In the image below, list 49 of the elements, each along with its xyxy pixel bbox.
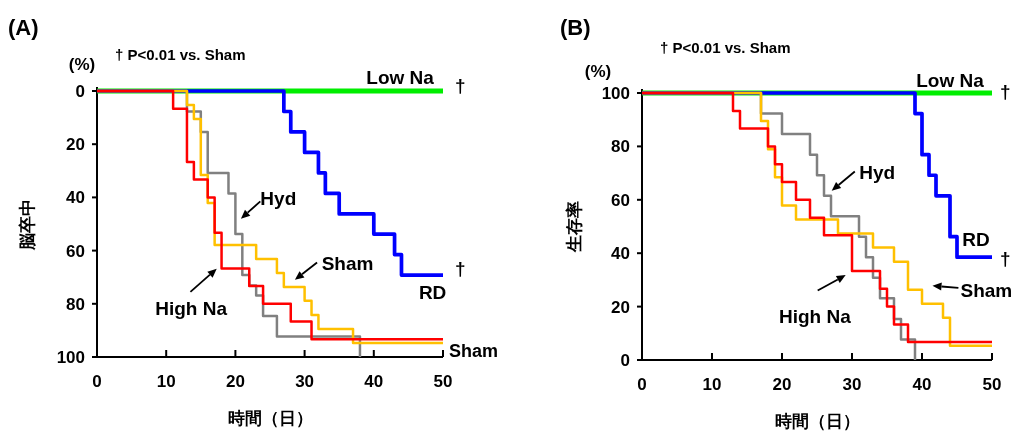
chart-title: (A)	[8, 15, 39, 40]
chart-subtitle: † P<0.01 vs. Sham	[115, 46, 246, 63]
series-label: High Na	[779, 306, 852, 328]
y-tick-label: 40	[66, 188, 85, 208]
y-tick-label: 40	[611, 244, 630, 264]
text: †	[1000, 81, 1011, 102]
y-tick-label: 80	[66, 294, 85, 314]
series-label: Low Na	[366, 66, 435, 88]
series-label: RD	[418, 282, 447, 304]
x-tick-label: 20	[225, 372, 245, 391]
x-tick-label: 50	[433, 372, 453, 391]
y-tick-label: 0	[75, 82, 85, 101]
y-tick-label: 0	[620, 351, 630, 370]
chart-subtitle: † P<0.01 vs. Sham	[660, 39, 791, 56]
x-tick-label: 30	[295, 372, 315, 391]
x-tick-label: 0	[92, 372, 102, 391]
series-label: RD	[962, 228, 990, 250]
series-label: Sham	[321, 252, 374, 274]
series-label: High Na	[155, 298, 228, 320]
text: Sham	[449, 341, 499, 361]
y-tick-label: 80	[611, 137, 630, 157]
y-tick-label: 100	[601, 84, 630, 103]
y-axis-title: 生存率	[565, 201, 584, 253]
x-tick-label: 10	[702, 375, 722, 394]
y-tick-label: 20	[611, 297, 630, 317]
x-tick-label: 30	[842, 375, 862, 394]
y-axis-title: 脳卒中	[18, 198, 37, 251]
x-tick-label: 40	[364, 372, 384, 391]
x-axis-title: 時間（日）	[774, 412, 860, 431]
text: (%)	[584, 62, 612, 81]
y-tick-label: 100	[56, 348, 85, 367]
y-tick-label: 20	[66, 135, 85, 155]
x-tick-label: 10	[156, 372, 176, 391]
series-label: Hyd	[859, 162, 896, 184]
series-label: Low Na	[916, 69, 985, 91]
x-tick-label: 40	[912, 375, 932, 394]
x-tick-label: 50	[982, 375, 1002, 394]
text: †	[455, 258, 466, 279]
chart-title: (B)	[560, 15, 591, 40]
text: †	[455, 75, 466, 96]
text: †	[1000, 248, 1011, 269]
x-tick-label: 20	[772, 375, 792, 394]
y-tick-label: 60	[611, 190, 630, 210]
series-label: Sham	[960, 279, 1013, 301]
text: (%)	[68, 55, 96, 74]
series-label: Hyd	[260, 187, 297, 209]
x-axis-title: 時間（日）	[227, 409, 313, 428]
x-tick-label: 0	[637, 375, 647, 394]
y-tick-label: 60	[66, 241, 85, 261]
